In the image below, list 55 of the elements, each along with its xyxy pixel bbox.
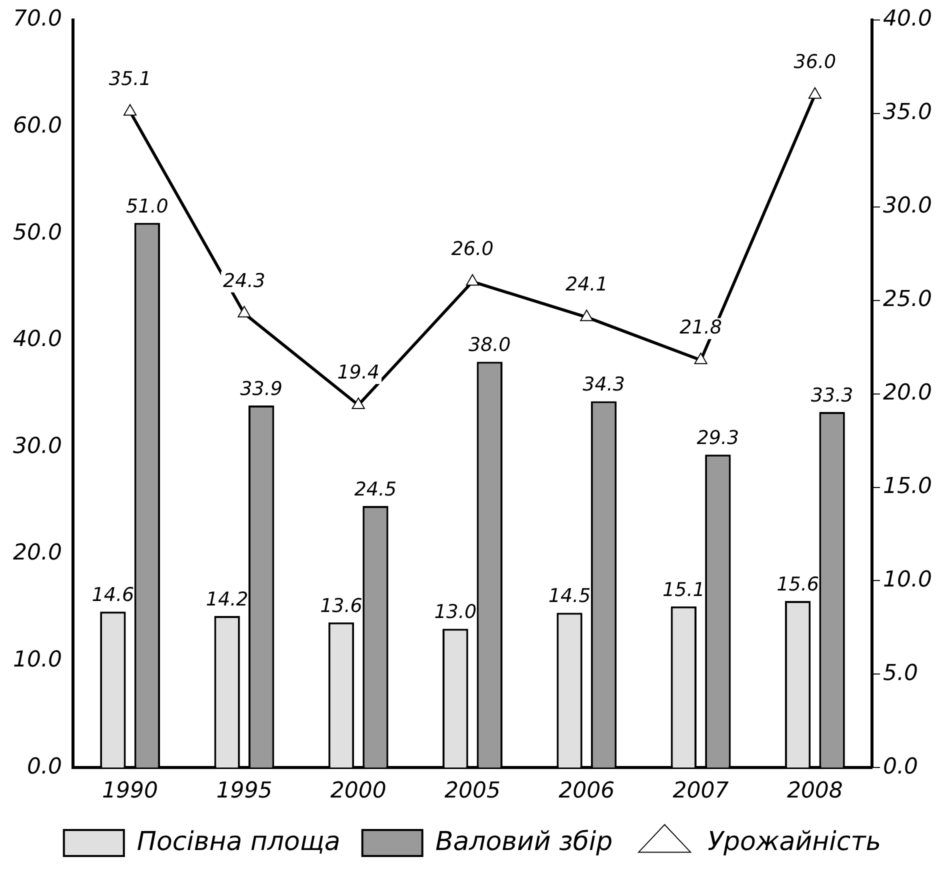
y2-tick-label: 10.0: [883, 567, 932, 592]
point: [352, 398, 365, 410]
point: [238, 306, 251, 318]
data-label: 13.6: [320, 594, 362, 617]
point: [694, 352, 708, 364]
y2-tick-label: 40.0: [883, 6, 932, 32]
data-label: 15.6: [776, 573, 819, 596]
data-label: 26.0: [451, 238, 494, 260]
y-tick-label: 20.0: [13, 540, 62, 566]
legend-label: Валовий збір: [435, 826, 613, 857]
y-tick-label: 30.0: [13, 434, 62, 459]
point: [580, 310, 594, 322]
data-label: 24.5: [354, 478, 397, 500]
y2-tick-label: 20.0: [883, 380, 932, 406]
data-label: 14.2: [206, 588, 248, 610]
y-tick-label: 10.0: [13, 648, 62, 673]
data-label: 36.0: [794, 51, 836, 74]
y-tick-label: 60.0: [13, 114, 62, 139]
legend-label: Урожайність: [708, 826, 882, 857]
data-label: 15.1: [662, 578, 705, 601]
data-label: 33.9: [240, 378, 282, 400]
data-label: 34.3: [582, 374, 625, 396]
data-label: 13.0: [434, 601, 477, 624]
x-tick-label: 2008: [786, 778, 843, 804]
data-label: 14.5: [548, 585, 591, 608]
data-label: 38.0: [468, 334, 511, 356]
point: [808, 87, 822, 99]
data-label: 51.0: [126, 195, 168, 218]
y2-tick-label: 0.0: [883, 754, 918, 780]
data-label: 24.3: [223, 270, 266, 292]
x-tick-label: 2007: [672, 778, 729, 804]
x-tick-label: 1995: [216, 778, 272, 804]
y2-tick-label: 15.0: [883, 474, 932, 499]
y2-tick-label: 25.0: [883, 287, 932, 312]
data-label: 29.3: [696, 427, 740, 450]
data-label: 14.6: [92, 584, 134, 606]
x-tick-label: 2005: [444, 778, 500, 804]
data-label: 33.3: [810, 384, 854, 406]
y-tick-label: 0.0: [26, 754, 62, 780]
point: [466, 274, 480, 286]
data-label: 35.1: [108, 68, 152, 90]
y2-tick-label: 35.0: [883, 100, 932, 126]
x-tick-label: 1990: [102, 778, 158, 804]
legend-label: Посівна площа: [136, 826, 340, 857]
y2-tick-label: 5.0: [883, 660, 918, 686]
y-tick-label: 70.0: [13, 6, 62, 32]
x-tick-label: 2000: [330, 778, 386, 804]
data-label: 19.4: [337, 361, 380, 384]
data-label: 21.8: [680, 316, 722, 339]
point: [123, 104, 137, 116]
y-tick-label: 50.0: [13, 220, 62, 246]
y2-tick-label: 30.0: [883, 194, 932, 219]
data-label: 24.1: [565, 274, 608, 296]
x-tick-label: 2006: [558, 778, 615, 804]
y-tick-label: 40.0: [13, 327, 62, 352]
